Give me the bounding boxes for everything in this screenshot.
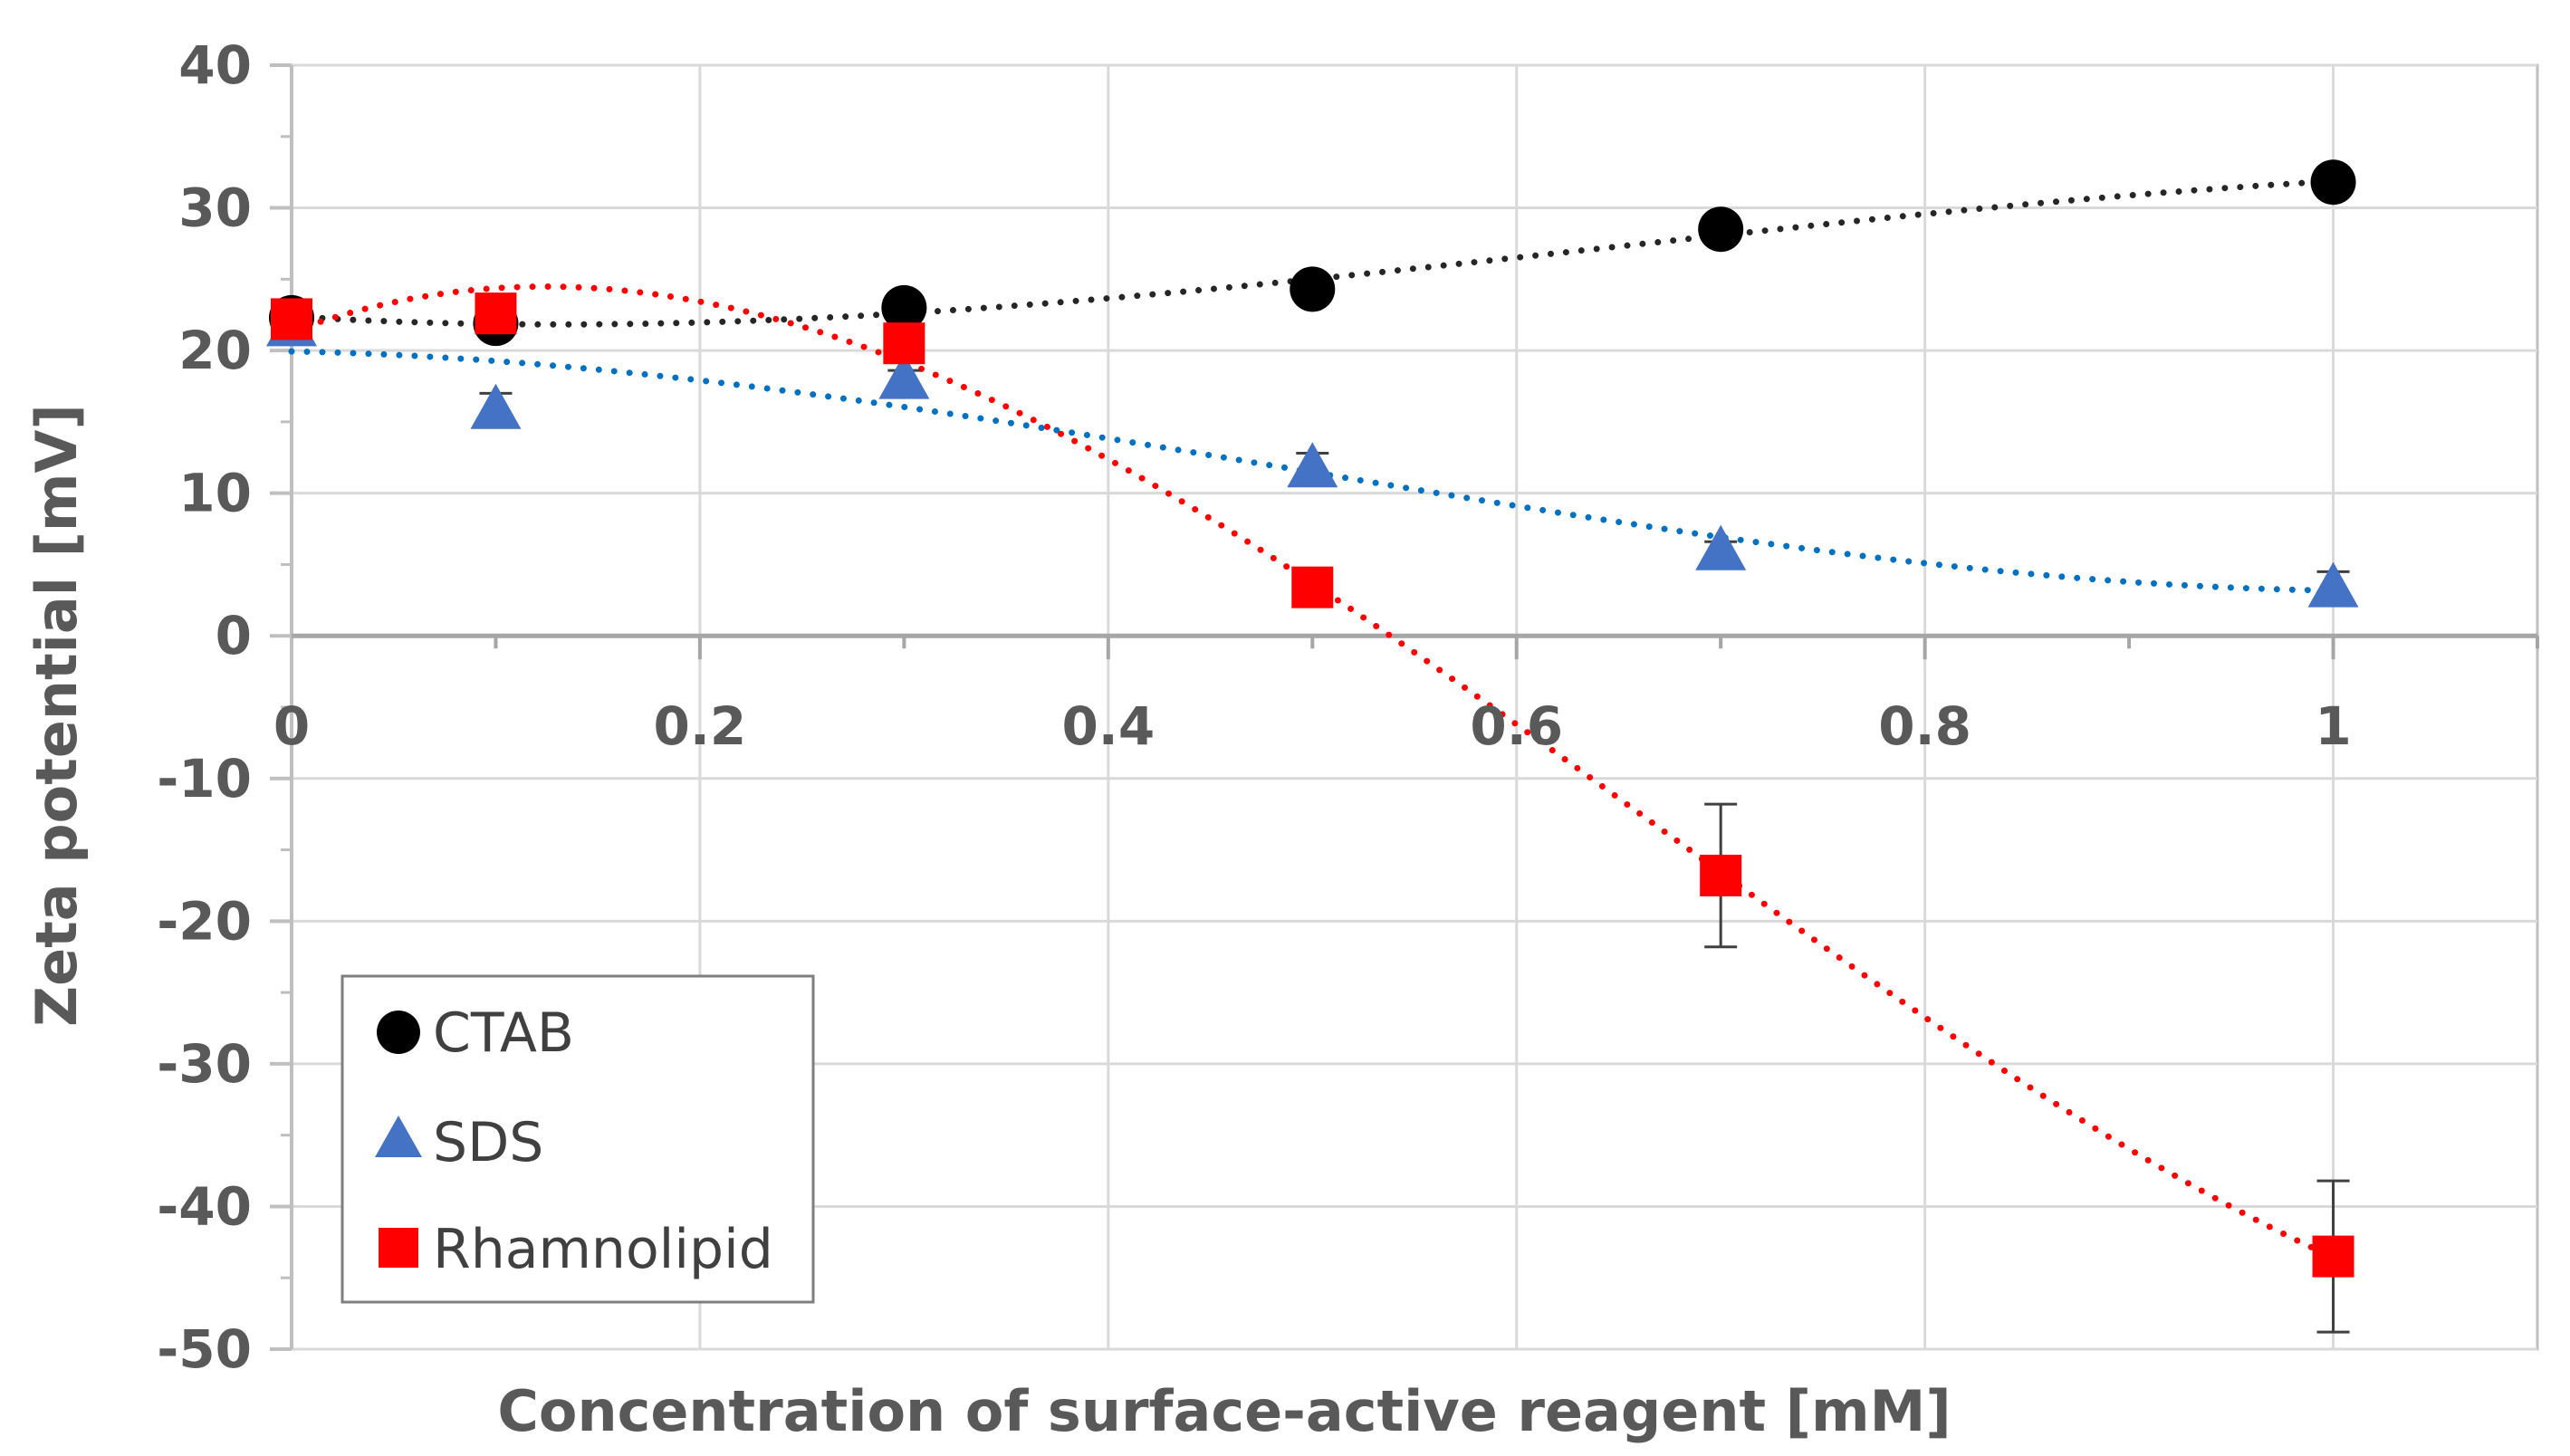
data-point-sds	[878, 353, 930, 399]
y-tick-label: 20	[178, 320, 252, 381]
legend-box	[340, 974, 815, 1304]
y-tick-label: -40	[157, 1175, 252, 1237]
data-markers	[266, 159, 2359, 1278]
data-point-sds	[2307, 561, 2359, 608]
legend: CTAB SDS Rhamnolipid	[340, 974, 815, 1304]
x-tick-label: 1	[2315, 695, 2351, 757]
y-tick-label: 10	[178, 463, 252, 524]
y-axis-title: Zeta potential [mV]	[24, 404, 90, 1027]
data-point-rhamnolipid	[883, 322, 925, 365]
y-tick-label: -50	[157, 1318, 252, 1380]
x-axis-title: Concentration of surface-active reagent …	[497, 1378, 1951, 1444]
y-tick-label: 40	[178, 34, 252, 96]
data-point-rhamnolipid	[271, 298, 312, 340]
data-point-ctab	[881, 284, 927, 330]
y-tick-label: 0	[216, 605, 252, 666]
y-tick-label: -20	[157, 890, 252, 952]
legend-label-sds: SDS	[433, 1111, 543, 1174]
x-tick-labels: 0 0.2 0.4 0.6 0.8 1	[273, 695, 2352, 757]
y-tick-label: -10	[157, 748, 252, 809]
data-point-ctab	[2310, 159, 2356, 206]
data-point-sds	[470, 383, 522, 429]
data-point-ctab	[1698, 206, 1744, 253]
data-point-sds	[1287, 442, 1338, 488]
data-point-rhamnolipid	[2312, 1235, 2354, 1278]
x-tick-label: 0.6	[1470, 695, 1563, 757]
data-point-ctab	[1290, 266, 1336, 312]
data-point-rhamnolipid	[475, 292, 517, 335]
data-point-sds	[1695, 524, 1747, 570]
trendline-ctab	[288, 177, 2336, 328]
x-tick-label: 0.2	[654, 695, 747, 757]
x-tick-label: 0.4	[1061, 695, 1155, 757]
legend-marker-rhamnolipid	[379, 1228, 418, 1268]
x-tick-label: 0	[273, 695, 310, 757]
x-tick-label: 0.8	[1878, 695, 1971, 757]
axes	[270, 63, 2539, 1351]
y-tick-label: -30	[157, 1033, 252, 1095]
data-point-rhamnolipid	[1291, 566, 1334, 608]
legend-label-ctab: CTAB	[433, 1001, 574, 1065]
data-point-rhamnolipid	[1700, 854, 1742, 896]
y-tick-label: 30	[178, 177, 252, 239]
legend-marker-sds	[375, 1116, 422, 1157]
y-tick-labels: 40 30 20 10 0 -10 -20 -30 -40 -50	[157, 34, 252, 1380]
legend-label-rhamnolipid: Rhamnolipid	[433, 1218, 773, 1281]
legend-marker-ctab	[377, 1011, 420, 1054]
